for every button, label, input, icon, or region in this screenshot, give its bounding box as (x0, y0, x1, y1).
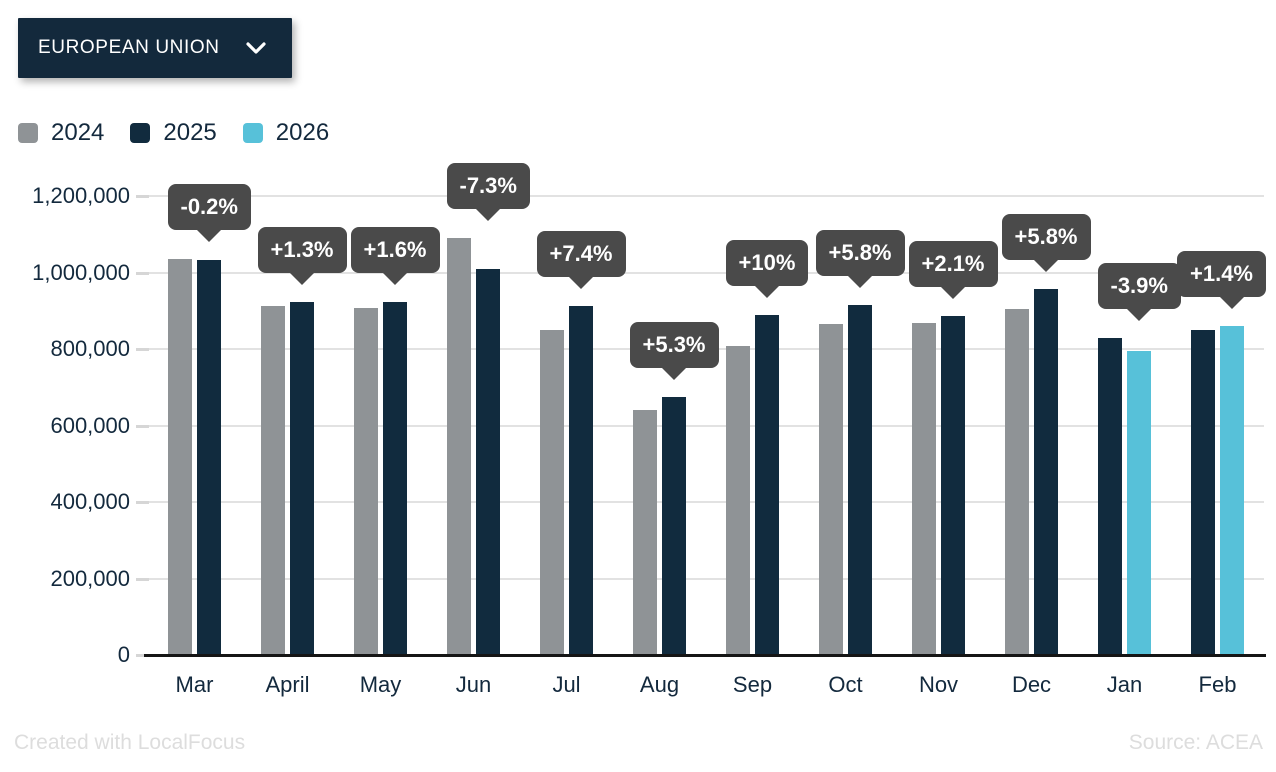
y-axis-tick (136, 501, 149, 504)
credit-text: Created with LocalFocus (14, 731, 246, 754)
x-axis-label: Dec (1011, 672, 1052, 697)
bar-oct-2025[interactable] (848, 305, 872, 655)
region-selector-label: EUROPEAN UNION (38, 37, 220, 58)
bar-feb-2025[interactable] (1191, 330, 1215, 655)
bar-april-2025[interactable] (290, 301, 314, 655)
bar-oct-2024[interactable] (819, 324, 843, 655)
y-axis-tick (136, 424, 149, 428)
y-axis-label: 1,000,000 (32, 259, 130, 285)
callout-pointer (755, 286, 779, 299)
callout-pointer (290, 272, 314, 285)
bar-aug-2024[interactable] (633, 409, 657, 655)
change-callout-jun: -7.3% (446, 163, 530, 222)
change-callout-aug: +5.3% (629, 321, 719, 380)
bar-sep-2025[interactable] (755, 315, 779, 655)
y-axis-tick (136, 654, 149, 657)
callout-pointer (1220, 296, 1244, 309)
region-selector[interactable]: EUROPEAN UNION (18, 18, 292, 78)
bar-dec-2024[interactable] (1005, 308, 1029, 655)
bar-sep-2024[interactable] (726, 346, 750, 655)
change-callout-april: +1.3% (257, 226, 347, 285)
change-callout-mar: -0.2% (167, 184, 251, 243)
y-axis-label: 0 (117, 642, 130, 667)
x-axis-label: April (265, 672, 310, 697)
y-axis-label: 1,200,000 (32, 183, 130, 208)
bar-jul-2024[interactable] (540, 329, 564, 655)
gridline (148, 501, 1264, 503)
change-callout-oct: +5.8% (815, 230, 905, 288)
legend-item-2024[interactable]: 2024 (18, 119, 104, 147)
change-callout-nov: +2.1% (908, 241, 998, 300)
legend-label: 2024 (51, 119, 105, 146)
callout-pointer (476, 209, 500, 222)
callout-pointer (1127, 309, 1151, 322)
y-axis-tick (136, 348, 149, 351)
bar-jul-2025[interactable] (569, 305, 593, 655)
y-axis-label: 200,000 (50, 565, 130, 591)
bar-mar-2024[interactable] (168, 259, 192, 655)
y-axis-label: 400,000 (50, 489, 130, 514)
callout-pointer (941, 287, 965, 300)
change-callout-feb: +1.4% (1177, 250, 1266, 309)
bar-april-2024[interactable] (261, 306, 285, 655)
y-axis-tick (136, 195, 149, 198)
change-callout-jan: -3.9% (1097, 263, 1181, 322)
x-axis-label: Aug (639, 672, 680, 697)
x-axis-line (144, 654, 1266, 657)
legend-label: 2026 (275, 119, 330, 146)
y-axis-tick (136, 577, 149, 581)
legend-swatch (242, 123, 263, 143)
x-axis-label: Sep (732, 672, 773, 697)
x-axis-label: Jan (1106, 672, 1143, 697)
bar-jan-2025[interactable] (1098, 338, 1122, 655)
callout-pointer (662, 367, 686, 380)
legend-swatch (18, 123, 38, 143)
bar-jun-2025[interactable] (476, 268, 500, 655)
change-callout-may: +1.6% (350, 227, 440, 286)
x-axis-label: Nov (918, 672, 959, 697)
callout-pointer (569, 276, 593, 289)
x-axis-label: May (359, 672, 402, 697)
x-axis-label: Jun (455, 672, 492, 697)
gridline (148, 424, 1264, 427)
bar-may-2024[interactable] (354, 307, 378, 655)
change-callout-sep: +10% (725, 240, 809, 299)
callout-pointer (197, 230, 221, 243)
change-callout-jul: +7.4% (536, 230, 626, 289)
bar-may-2025[interactable] (383, 302, 407, 655)
legend: 2024 2025 2026 (18, 119, 329, 147)
y-axis-tick (136, 271, 149, 275)
gridline (148, 271, 1264, 274)
bar-aug-2025[interactable] (662, 396, 686, 655)
legend-item-2025[interactable]: 2025 (130, 119, 217, 147)
callout-pointer (383, 273, 407, 286)
bar-dec-2025[interactable] (1034, 288, 1058, 655)
callout-pointer (1034, 259, 1058, 272)
y-axis-label: 600,000 (50, 412, 130, 438)
bar-jan-2026[interactable] (1127, 350, 1151, 655)
source-text: Source: ACEA (1128, 731, 1263, 754)
bar-mar-2025[interactable] (197, 259, 221, 655)
legend-label: 2025 (163, 119, 217, 146)
x-axis-label: Jul (552, 672, 581, 697)
legend-item-2026[interactable]: 2026 (242, 119, 330, 147)
gridline (148, 577, 1264, 580)
legend-swatch (130, 123, 151, 143)
x-axis-label: Mar (175, 672, 214, 697)
bar-jun-2024[interactable] (447, 238, 471, 655)
x-axis-label: Oct (828, 672, 863, 697)
bar-nov-2025[interactable] (941, 316, 965, 655)
bar-feb-2026[interactable] (1220, 325, 1244, 655)
bar-nov-2024[interactable] (912, 323, 936, 655)
chevron-down-icon (246, 41, 266, 54)
change-callout-dec: +5.8% (1001, 213, 1091, 272)
gridline (148, 195, 1264, 197)
y-axis-label: 800,000 (50, 336, 130, 361)
x-axis-label: Feb (1198, 672, 1237, 697)
callout-pointer (848, 276, 872, 288)
